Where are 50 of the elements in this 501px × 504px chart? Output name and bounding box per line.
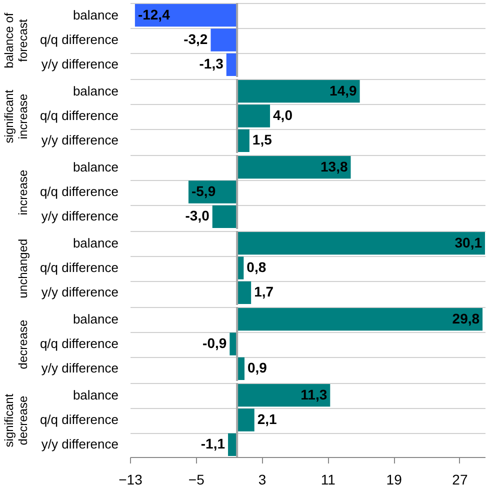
data-label: 2,1 xyxy=(257,411,278,427)
data-label: -1,3 xyxy=(199,56,224,72)
y-tick-label: q/q difference xyxy=(40,336,118,351)
y-tick-label: balance xyxy=(72,7,118,22)
bar xyxy=(237,408,254,432)
x-tick-label: 19 xyxy=(386,472,402,488)
y-tick-label: q/q difference xyxy=(40,32,118,47)
bar xyxy=(237,384,330,407)
y-tick-label: balance xyxy=(72,159,118,174)
y-axis-title: unchanged xyxy=(16,238,30,298)
y-tick-label: q/q difference xyxy=(40,260,118,275)
y-axis-title: balance of forecast xyxy=(2,12,30,68)
x-tick-label: 27 xyxy=(452,472,468,488)
x-tick-label: −5 xyxy=(188,472,205,488)
data-label: -12,4 xyxy=(138,6,170,22)
y-tick-label: balance xyxy=(72,311,118,326)
data-label: -5,9 xyxy=(191,183,216,199)
x-tick-label: −13 xyxy=(118,472,143,488)
y-tick-label: balance xyxy=(72,83,118,98)
y-axis-title: significant increase xyxy=(2,89,30,144)
data-label: 29,8 xyxy=(452,310,480,326)
data-label: -0,9 xyxy=(202,335,227,351)
data-label: 11,3 xyxy=(300,386,328,402)
y-tick-label: q/q difference xyxy=(40,184,118,199)
y-axis-title: increase xyxy=(16,169,30,216)
y-tick-label: y/y difference xyxy=(41,208,118,224)
y-tick-label: y/y difference xyxy=(41,132,118,148)
y-tick-label: y/y difference xyxy=(41,284,118,300)
y-tick-label: y/y difference xyxy=(41,360,118,376)
y-tick-label: q/q difference xyxy=(40,108,118,123)
data-label: 14,9 xyxy=(330,82,358,98)
data-label: -3,2 xyxy=(184,31,208,47)
y-tick-label: balance xyxy=(72,235,118,250)
y-tick-label: y/y difference xyxy=(41,436,118,452)
y-tick-label: balance xyxy=(72,387,118,402)
data-label: 4,0 xyxy=(273,107,293,123)
data-label: 0,8 xyxy=(246,259,266,275)
data-label: 30,1 xyxy=(454,234,482,250)
y-tick-label: y/y difference xyxy=(41,56,118,72)
data-label: -1,1 xyxy=(200,436,226,452)
x-tick-label: 11 xyxy=(320,472,336,488)
x-tick-label: 3 xyxy=(258,472,266,488)
y-tick-label: q/q difference xyxy=(40,412,118,427)
data-label: -3,0 xyxy=(185,208,210,224)
data-label: 1,5 xyxy=(252,132,272,148)
y-axis-title: significant decrease xyxy=(2,393,30,448)
data-label: 0,9 xyxy=(247,360,268,376)
data-label: 1,7 xyxy=(254,284,274,300)
data-label: 13,8 xyxy=(320,158,348,174)
y-axis-title: decrease xyxy=(16,319,30,370)
